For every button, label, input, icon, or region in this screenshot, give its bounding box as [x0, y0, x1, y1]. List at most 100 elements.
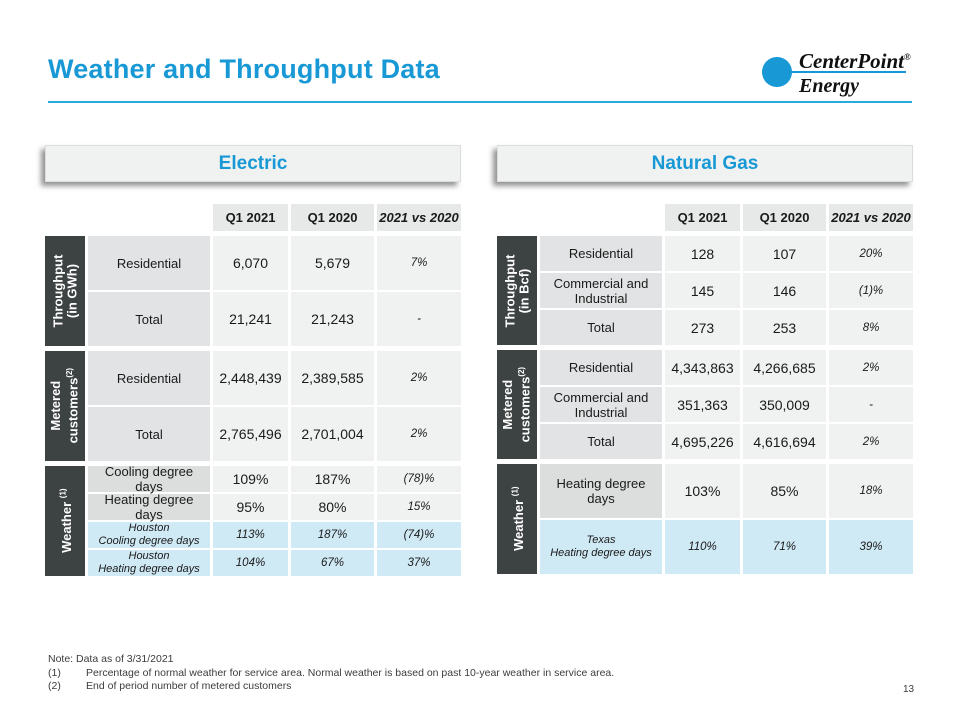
row-label-line1: Texas [586, 534, 616, 546]
spacer [497, 204, 537, 231]
change-cell: 20% [829, 236, 913, 271]
vlabel-superscript: (2) [517, 366, 527, 377]
value-cell: 187% [291, 466, 374, 492]
change-cell: 2% [377, 407, 461, 461]
column-header-q1-2021: Q1 2021 [665, 204, 740, 231]
value-cell: 5,679 [291, 236, 374, 290]
electric-section-header: Electric [45, 145, 461, 182]
value-cell: 253 [743, 310, 826, 345]
column-header-q1-2021: Q1 2021 [213, 204, 288, 231]
row-label-line2: Heating degree days [550, 547, 652, 559]
change-cell-highlighted: 39% [829, 520, 913, 574]
change-cell: 2% [829, 350, 913, 385]
value-cell: 145 [665, 273, 740, 308]
row-label-line1: Houston [128, 522, 170, 534]
value-cell-highlighted: 187% [291, 522, 374, 548]
value-cell: 21,243 [291, 292, 374, 346]
row-label: Total [88, 407, 210, 461]
value-cell-highlighted: 110% [665, 520, 740, 574]
page-title: Weather and Throughput Data [48, 54, 440, 84]
value-cell: 350,009 [743, 387, 826, 422]
vlabel-line1: Weather [510, 500, 526, 552]
row-label: Residential [540, 350, 662, 385]
row-label: Residential [540, 236, 662, 271]
footnote-text: Percentage of normal weather for service… [86, 666, 615, 679]
title-rule [48, 101, 912, 103]
row-label: Heating degree days [88, 492, 210, 522]
value-cell: 109% [213, 466, 288, 492]
row-label: Total [88, 292, 210, 346]
vlabel-line1: Weather [58, 502, 74, 554]
row-label: Cooling degree days [88, 464, 210, 494]
natural-gas-weather-section: Weather (1) Heating degree days 103% 85%… [497, 464, 913, 574]
spacer [88, 204, 210, 231]
value-cell: 4,616,694 [743, 424, 826, 459]
vlabel-line1: Throughput [50, 254, 66, 328]
footnote-number: (2) [48, 680, 61, 692]
column-header-change: 2021 vs 2020 [829, 204, 913, 231]
value-cell-highlighted: 71% [743, 520, 826, 574]
row-label: Commercial and Industrial [540, 387, 662, 422]
electric-table: Q1 2021 Q1 2020 2021 vs 2020 Throughput(… [45, 204, 461, 581]
value-cell: 146 [743, 273, 826, 308]
throughput-vertical-label: Throughput (in Bcf) [497, 236, 537, 345]
vlabel-line2: (in Bcf) [516, 268, 532, 313]
value-cell: 2,701,004 [291, 407, 374, 461]
row-label: Residential [88, 236, 210, 290]
weather-vertical-label: Weather (1) [45, 466, 85, 576]
change-cell: 7% [377, 236, 461, 290]
vlabel-line2: customers [517, 376, 533, 443]
footnote-note: Note: Data as of 3/31/2021 [48, 653, 174, 665]
row-label-line2: Cooling degree days [98, 535, 200, 547]
value-cell: 103% [665, 464, 740, 518]
value-cell: 21,241 [213, 292, 288, 346]
footnote-number: (1) [48, 666, 61, 679]
vlabel-line1: Throughput [502, 254, 518, 327]
value-cell-highlighted: 113% [213, 522, 288, 548]
row-label: Total [540, 310, 662, 345]
metered-customers-vertical-label: Metered customers(2) [45, 351, 85, 461]
value-cell: 2,389,585 [291, 351, 374, 405]
natural-gas-metered-section: Metered customers(2) Residential 4,343,86… [497, 350, 913, 459]
vlabel-line1: Metered [500, 379, 516, 430]
logo-wordmark: CenterPoint® Energy [799, 44, 911, 99]
change-cell: (1)% [829, 273, 913, 308]
value-cell: 351,363 [665, 387, 740, 422]
logo-line2: Energy [799, 75, 859, 97]
value-cell: 128 [665, 236, 740, 271]
change-cell: 15% [377, 494, 461, 520]
electric-metered-section: Metered customers(2) Residential 2,448,43… [45, 351, 461, 461]
value-cell-highlighted: 67% [291, 550, 374, 576]
footnotes: Note: Data as of 3/31/2021 (1) Percentage… [48, 653, 614, 694]
footnote-2: (2) End of period number of metered custo… [48, 680, 614, 694]
natural-gas-table: Q1 2021 Q1 2020 2021 vs 2020 Throughput(… [497, 204, 913, 579]
row-label: Commercial and Industrial [540, 273, 662, 308]
metered-customers-vertical-label: Metered customers(2) [497, 350, 537, 459]
natural-gas-column-headers: Q1 2021 Q1 2020 2021 vs 2020 [497, 204, 913, 231]
row-label-highlighted: Houston Heating degree days [88, 550, 210, 576]
change-cell: 8% [829, 310, 913, 345]
value-cell: 273 [665, 310, 740, 345]
value-cell-highlighted: 104% [213, 550, 288, 576]
value-cell: 2,765,496 [213, 407, 288, 461]
throughput-vertical-label: Throughput (in GWh) [45, 236, 85, 346]
vlabel-line2: (in GWh) [64, 263, 80, 319]
value-cell: 6,070 [213, 236, 288, 290]
logo-text-centerpoint: CenterPoint [799, 49, 905, 73]
change-cell: 2% [377, 351, 461, 405]
value-cell: 85% [743, 464, 826, 518]
weather-vertical-label: Weather (1) [497, 464, 537, 574]
value-cell: 107 [743, 236, 826, 271]
value-cell: 4,266,685 [743, 350, 826, 385]
change-cell: 18% [829, 464, 913, 518]
row-label-line2: Heating degree days [98, 563, 200, 575]
value-cell: 95% [213, 494, 288, 520]
column-header-q1-2020: Q1 2020 [743, 204, 826, 231]
value-cell: 2,448,439 [213, 351, 288, 405]
change-cell-highlighted: (74)% [377, 522, 461, 548]
spacer [540, 204, 662, 231]
footnote-text: End of period number of metered customer… [86, 680, 292, 692]
column-header-q1-2020: Q1 2020 [291, 204, 374, 231]
value-cell: 80% [291, 494, 374, 520]
